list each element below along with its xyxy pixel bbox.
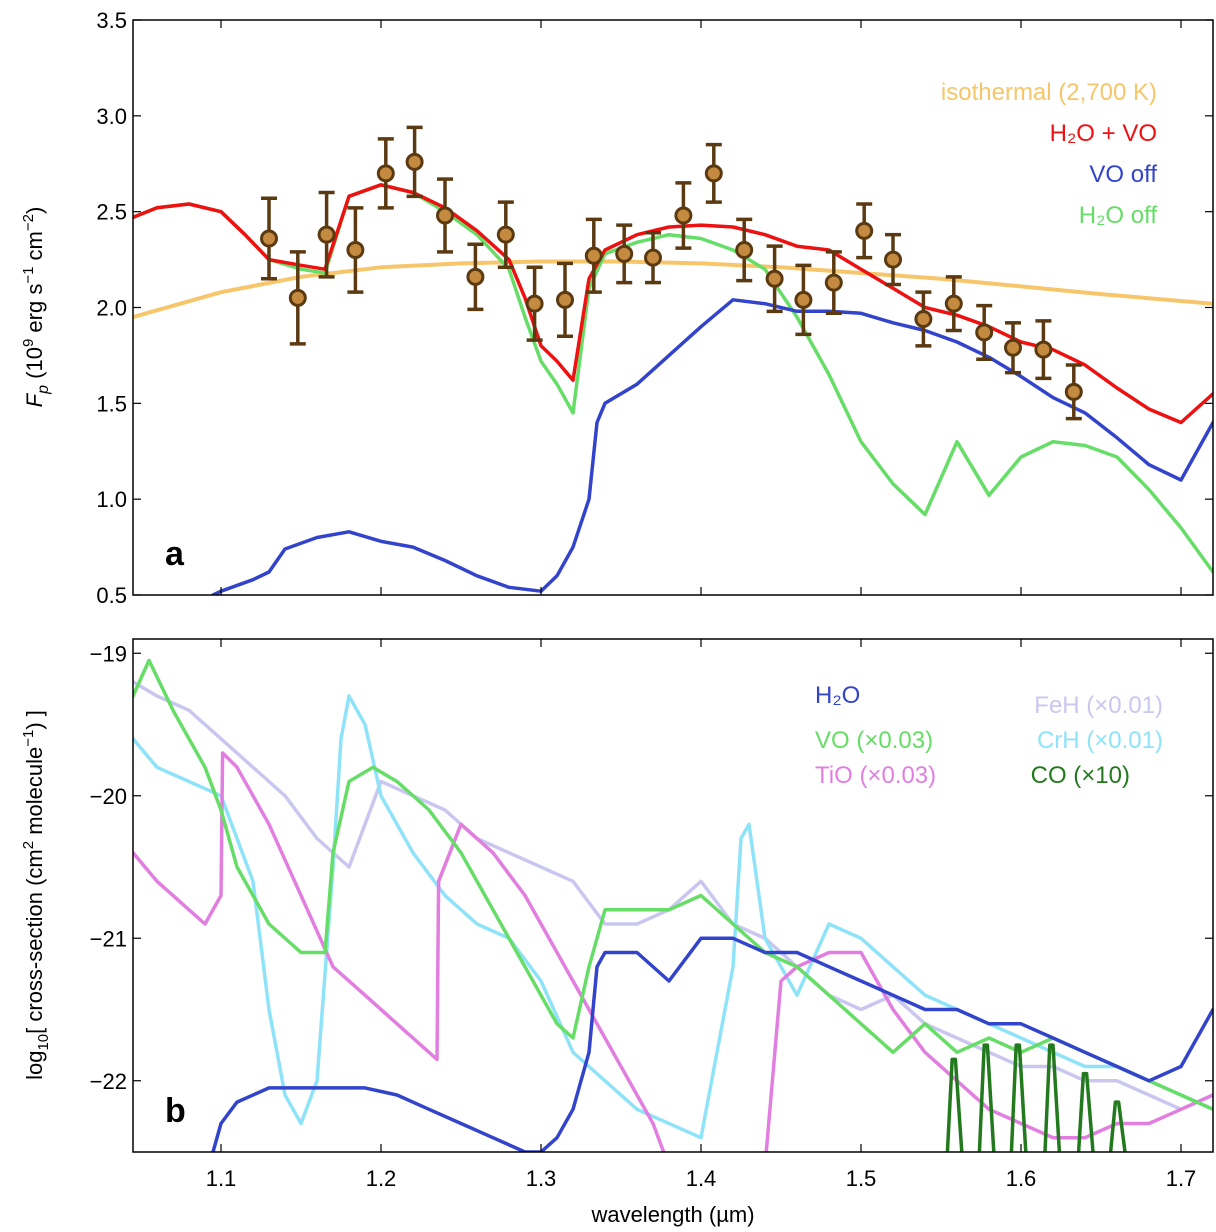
data-point bbox=[496, 200, 515, 269]
co-peak bbox=[1043, 1043, 1062, 1152]
panel-a: isothermal (2,700 K) H₂O + VO VO off H₂O of… bbox=[20, 8, 1214, 608]
legend-tio-0-03: TiO (×0.03) bbox=[815, 762, 936, 789]
data-point bbox=[1034, 319, 1053, 381]
data-point bbox=[944, 275, 963, 333]
x-tick-label: 1.4 bbox=[686, 1166, 717, 1191]
co-peak bbox=[945, 1057, 964, 1152]
legend-co-10: CO (×10) bbox=[1031, 762, 1130, 789]
panel-b-letter: b bbox=[165, 1092, 186, 1130]
panel-b-series bbox=[133, 658, 1213, 1152]
x-axis-label: wavelength (µm) bbox=[590, 1202, 754, 1227]
data-point bbox=[288, 250, 307, 346]
data-point bbox=[405, 125, 424, 199]
panel-a-data-points bbox=[260, 125, 1083, 421]
series-tio-0-03-line bbox=[133, 751, 1213, 1152]
data-point bbox=[584, 217, 603, 294]
panel-b-y-ticks: −19 −20 −21 −22 bbox=[90, 641, 1213, 1094]
panel-b-ylabel: log10[ cross-section (cm2 molecule−1) ] bbox=[20, 710, 52, 1080]
x-tick-label: 1.5 bbox=[846, 1166, 877, 1191]
x-tick-label: 1.3 bbox=[526, 1166, 557, 1191]
x-tick-label: 1.2 bbox=[366, 1166, 397, 1191]
data-point bbox=[615, 223, 634, 285]
data-point bbox=[525, 265, 544, 342]
data-point bbox=[765, 244, 784, 314]
legend-crh-0-01: CrH (×0.01) bbox=[1037, 727, 1163, 754]
legend-h-o: H₂O bbox=[815, 682, 860, 709]
legend-vo-off: VO off bbox=[1089, 161, 1157, 188]
series-h-o-line bbox=[211, 936, 1213, 1152]
data-point bbox=[346, 206, 365, 294]
legend-h-o-vo: H₂O + VO bbox=[1050, 120, 1157, 147]
data-point bbox=[975, 303, 994, 361]
data-point bbox=[317, 190, 336, 279]
y-tick-label: −19 bbox=[90, 641, 127, 666]
data-point bbox=[794, 263, 813, 337]
series-vo-0-03-line bbox=[133, 658, 1213, 1112]
data-point bbox=[824, 250, 843, 315]
y-tick-label: 2.5 bbox=[96, 200, 127, 225]
y-tick-label: 0.5 bbox=[96, 583, 127, 608]
co-peak bbox=[1076, 1071, 1095, 1152]
data-point bbox=[855, 202, 874, 260]
data-point bbox=[884, 232, 902, 287]
series-h-o-vo-line bbox=[133, 183, 1213, 425]
panel-a-frame bbox=[132, 19, 1214, 596]
y-tick-label: −21 bbox=[90, 926, 127, 951]
y-tick-label: 3.0 bbox=[96, 104, 127, 129]
x-tick-label: 1.6 bbox=[1006, 1166, 1037, 1191]
panel-a-x-ticks bbox=[220, 20, 1182, 595]
legend-h-o-off: H₂O off bbox=[1079, 202, 1158, 229]
legend-vo-0-03: VO (×0.03) bbox=[815, 727, 933, 754]
panel-b-legend: H₂O VO (×0.03) TiO (×0.03) FeH (×0.01) CrH (… bbox=[815, 682, 1163, 789]
panel-a-letter: a bbox=[165, 535, 185, 573]
panel-a-legend: isothermal (2,700 K) H₂O + VO VO off H₂O of… bbox=[941, 79, 1157, 229]
panel-a-series bbox=[133, 183, 1213, 595]
panel-a-y-ticks: 0.5 1.0 1.5 2.0 2.5 3.0 3.5 bbox=[96, 8, 1213, 608]
data-point bbox=[735, 217, 754, 283]
data-point bbox=[466, 242, 485, 312]
y-tick-label: 3.5 bbox=[96, 8, 127, 33]
data-point bbox=[644, 231, 662, 285]
co-peak bbox=[1108, 1100, 1127, 1152]
x-tick-label: 1.7 bbox=[1166, 1166, 1197, 1191]
data-point bbox=[376, 137, 395, 210]
panel-b-frame bbox=[132, 638, 1214, 1153]
series-isothermal-2-700-k-line bbox=[133, 259, 1213, 320]
legend-feh-0-01: FeH (×0.01) bbox=[1034, 692, 1163, 719]
y-tick-label: 1.0 bbox=[96, 487, 127, 512]
panel-b-x-ticks: 1.1 1.2 1.3 1.4 1.5 1.6 1.7 bbox=[206, 639, 1197, 1191]
legend-isothermal-2-700-k: isothermal (2,700 K) bbox=[941, 79, 1157, 106]
data-point bbox=[674, 181, 693, 250]
panel-a-ylabel: Fp (109 erg s−1 cm−2) bbox=[20, 207, 52, 408]
co-peak bbox=[977, 1043, 996, 1152]
co-peak bbox=[1009, 1043, 1028, 1152]
data-point bbox=[556, 261, 574, 338]
data-point bbox=[1064, 363, 1083, 421]
series-h-o-off-line bbox=[133, 183, 1213, 574]
y-tick-label: −20 bbox=[90, 784, 127, 809]
y-tick-label: 2.0 bbox=[96, 296, 127, 321]
series-co-10-peaks bbox=[945, 1043, 1127, 1152]
panel-b: H₂O VO (×0.03) TiO (×0.03) FeH (×0.01) CrH (… bbox=[20, 638, 1214, 1227]
y-tick-label: −22 bbox=[90, 1069, 127, 1094]
x-tick-label: 1.1 bbox=[206, 1166, 237, 1191]
data-point bbox=[914, 290, 933, 348]
data-point bbox=[1004, 321, 1022, 375]
series-vo-off-line bbox=[211, 298, 1213, 595]
data-point bbox=[704, 142, 723, 204]
y-tick-label: 1.5 bbox=[96, 391, 127, 416]
data-point bbox=[260, 196, 278, 281]
data-point bbox=[436, 177, 454, 254]
series-crh-0-01-line bbox=[133, 694, 1213, 1140]
